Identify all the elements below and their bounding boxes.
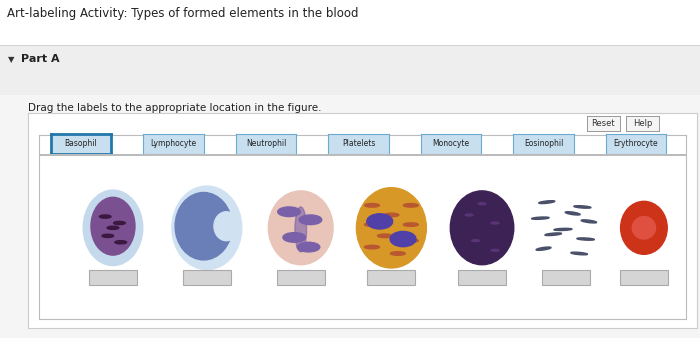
Ellipse shape [478,203,486,205]
Ellipse shape [283,233,306,242]
Text: Platelets: Platelets [342,140,375,148]
Ellipse shape [545,233,561,236]
Ellipse shape [539,201,555,203]
Ellipse shape [491,249,499,251]
Ellipse shape [99,215,111,218]
Ellipse shape [632,217,656,239]
Bar [183,270,231,285]
Text: Neutrophil: Neutrophil [246,140,286,148]
Ellipse shape [391,252,405,255]
Ellipse shape [466,214,473,216]
Ellipse shape [365,223,379,226]
Ellipse shape [367,214,393,229]
Ellipse shape [113,221,125,224]
Ellipse shape [390,232,416,247]
Ellipse shape [102,234,113,237]
Ellipse shape [403,203,419,207]
Ellipse shape [403,223,419,226]
Text: Lymphocyte: Lymphocyte [150,140,197,148]
Ellipse shape [298,242,320,252]
Bar [620,270,668,285]
Ellipse shape [574,206,591,208]
Ellipse shape [365,203,379,207]
Ellipse shape [403,239,419,242]
Bar [542,270,590,285]
Bar [89,270,137,285]
Text: Eosinophil: Eosinophil [524,140,564,148]
Ellipse shape [175,193,232,260]
Text: Drag the labels to the appropriate location in the figure.: Drag the labels to the appropriate locat… [28,103,321,113]
Text: Monocyte: Monocyte [433,140,470,148]
Text: Help: Help [633,119,652,128]
Ellipse shape [384,213,399,217]
Bar [458,270,506,285]
Text: Erythrocyte: Erythrocyte [614,140,658,148]
Ellipse shape [278,207,300,217]
Bar [276,270,325,285]
Text: Art-labeling Activity: Types of formed elements in the blood: Art-labeling Activity: Types of formed e… [7,7,358,20]
Text: ▼: ▼ [8,55,15,64]
Ellipse shape [91,197,135,255]
Ellipse shape [536,247,551,250]
Ellipse shape [577,238,594,240]
Ellipse shape [83,190,143,266]
Ellipse shape [554,228,572,231]
Text: Part A: Part A [21,54,60,64]
Ellipse shape [299,215,322,224]
Bar [368,270,415,285]
Text: Basophil: Basophil [64,140,97,148]
Ellipse shape [377,234,393,238]
Ellipse shape [107,226,119,230]
Ellipse shape [115,241,127,244]
Ellipse shape [172,186,241,270]
Ellipse shape [365,245,379,249]
Ellipse shape [295,207,307,252]
Ellipse shape [581,220,596,223]
Ellipse shape [214,212,239,241]
Ellipse shape [356,188,426,268]
Ellipse shape [268,191,333,265]
Ellipse shape [565,212,580,215]
Ellipse shape [531,217,549,219]
Ellipse shape [450,191,514,265]
Ellipse shape [621,201,667,254]
Text: Reset: Reset [592,119,615,128]
Ellipse shape [570,252,587,255]
Ellipse shape [491,222,499,224]
Ellipse shape [472,240,480,242]
